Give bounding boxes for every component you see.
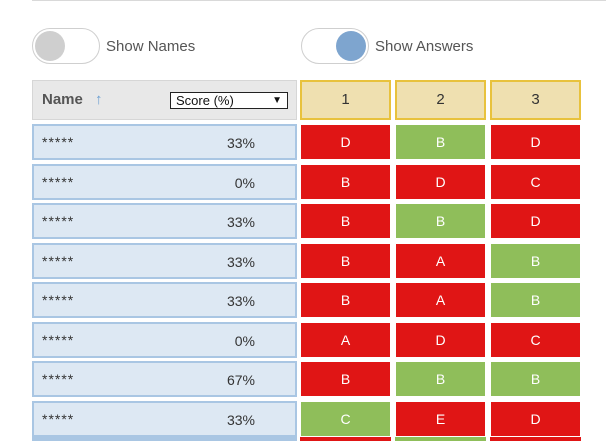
answer-cell[interactable]: B <box>300 203 391 239</box>
partial-row-edge <box>32 437 297 441</box>
answer-cell[interactable]: A <box>300 321 391 358</box>
toggle-knob <box>35 31 65 61</box>
show-names-control[interactable]: Show Names <box>32 28 195 64</box>
answer-cell[interactable]: B <box>395 361 486 397</box>
student-cell[interactable]: ***** 33% <box>32 282 297 318</box>
name-header-label[interactable]: Name <box>42 91 83 108</box>
answer-cell[interactable]: D <box>490 400 581 437</box>
student-cell[interactable]: ***** 0% <box>32 321 297 358</box>
answer-cell[interactable]: B <box>490 282 581 318</box>
answer-cell[interactable]: D <box>395 321 486 358</box>
table-row: ***** 0% A D C <box>32 321 606 361</box>
chevron-down-icon: ▼ <box>272 95 282 106</box>
answer-cell[interactable]: C <box>490 321 581 358</box>
student-name: ***** <box>42 252 75 269</box>
student-score: 33% <box>226 135 255 151</box>
table-row: ***** 33% C E D <box>32 400 606 440</box>
student-cell[interactable]: ***** 33% <box>32 124 297 160</box>
answer-cell[interactable]: A <box>395 282 486 318</box>
student-cell[interactable]: ***** 0% <box>32 163 297 200</box>
student-name: ***** <box>42 213 75 229</box>
show-answers-toggle[interactable] <box>301 28 369 64</box>
partial-row-edge <box>395 437 486 441</box>
student-name: ***** <box>42 292 75 308</box>
student-score: 33% <box>226 253 255 270</box>
student-score: 0% <box>234 332 255 349</box>
answer-cell[interactable]: B <box>300 242 391 279</box>
answer-cell[interactable]: E <box>395 400 486 437</box>
show-names-label: Show Names <box>106 37 196 55</box>
student-score: 0% <box>234 174 255 191</box>
question-header-1[interactable]: 1 <box>300 80 391 120</box>
student-cell[interactable]: ***** 33% <box>32 400 297 437</box>
table-row: ***** 33% D B D <box>32 124 606 163</box>
table-row: ***** 67% B B B <box>32 361 606 400</box>
answer-cell[interactable]: D <box>490 203 581 239</box>
answer-cell[interactable]: A <box>395 242 486 279</box>
answer-cell[interactable]: D <box>300 124 391 160</box>
score-sort-select[interactable]: Score (%) ▼ <box>170 92 288 109</box>
show-answers-label: Show Answers <box>375 37 474 55</box>
show-answers-control[interactable]: Show Answers <box>301 28 473 64</box>
answer-cell[interactable]: B <box>300 361 391 397</box>
top-divider <box>32 0 606 1</box>
table-row: ***** 33% B B D <box>32 203 606 242</box>
question-header-2[interactable]: 2 <box>395 80 486 120</box>
table-row: ***** 0% B D C <box>32 163 606 203</box>
answer-cell[interactable]: B <box>395 203 486 239</box>
answer-cell[interactable]: C <box>490 163 581 200</box>
score-select-value: Score (%) <box>176 93 234 108</box>
answer-cell[interactable]: D <box>490 124 581 160</box>
student-name: ***** <box>42 134 75 150</box>
student-score: 33% <box>226 293 255 309</box>
toggle-knob <box>336 31 366 61</box>
name-column-header[interactable]: Name ↑ Score (%) ▼ <box>32 80 297 120</box>
sort-ascending-icon[interactable]: ↑ <box>95 91 103 108</box>
question-header-3[interactable]: 3 <box>490 80 581 120</box>
answer-cell[interactable]: D <box>395 163 486 200</box>
student-cell[interactable]: ***** 33% <box>32 203 297 239</box>
answer-cell[interactable]: B <box>300 282 391 318</box>
student-score: 33% <box>226 214 255 230</box>
student-cell[interactable]: ***** 67% <box>32 361 297 397</box>
student-name: ***** <box>42 410 75 427</box>
partial-row-edge <box>490 437 581 441</box>
student-score: 67% <box>226 372 255 388</box>
student-name: ***** <box>42 173 75 190</box>
answer-cell[interactable]: B <box>300 163 391 200</box>
show-names-toggle[interactable] <box>32 28 100 64</box>
answer-cell[interactable]: C <box>300 400 391 437</box>
table-row: ***** 33% B A B <box>32 242 606 282</box>
student-score: 33% <box>226 411 255 428</box>
student-name: ***** <box>42 371 75 387</box>
student-name: ***** <box>42 331 75 348</box>
answer-cell[interactable]: B <box>490 361 581 397</box>
table-row: ***** 33% B A B <box>32 282 606 321</box>
student-cell[interactable]: ***** 33% <box>32 242 297 279</box>
answer-cell[interactable]: B <box>395 124 486 160</box>
partial-row-edge <box>300 437 391 441</box>
answer-cell[interactable]: B <box>490 242 581 279</box>
